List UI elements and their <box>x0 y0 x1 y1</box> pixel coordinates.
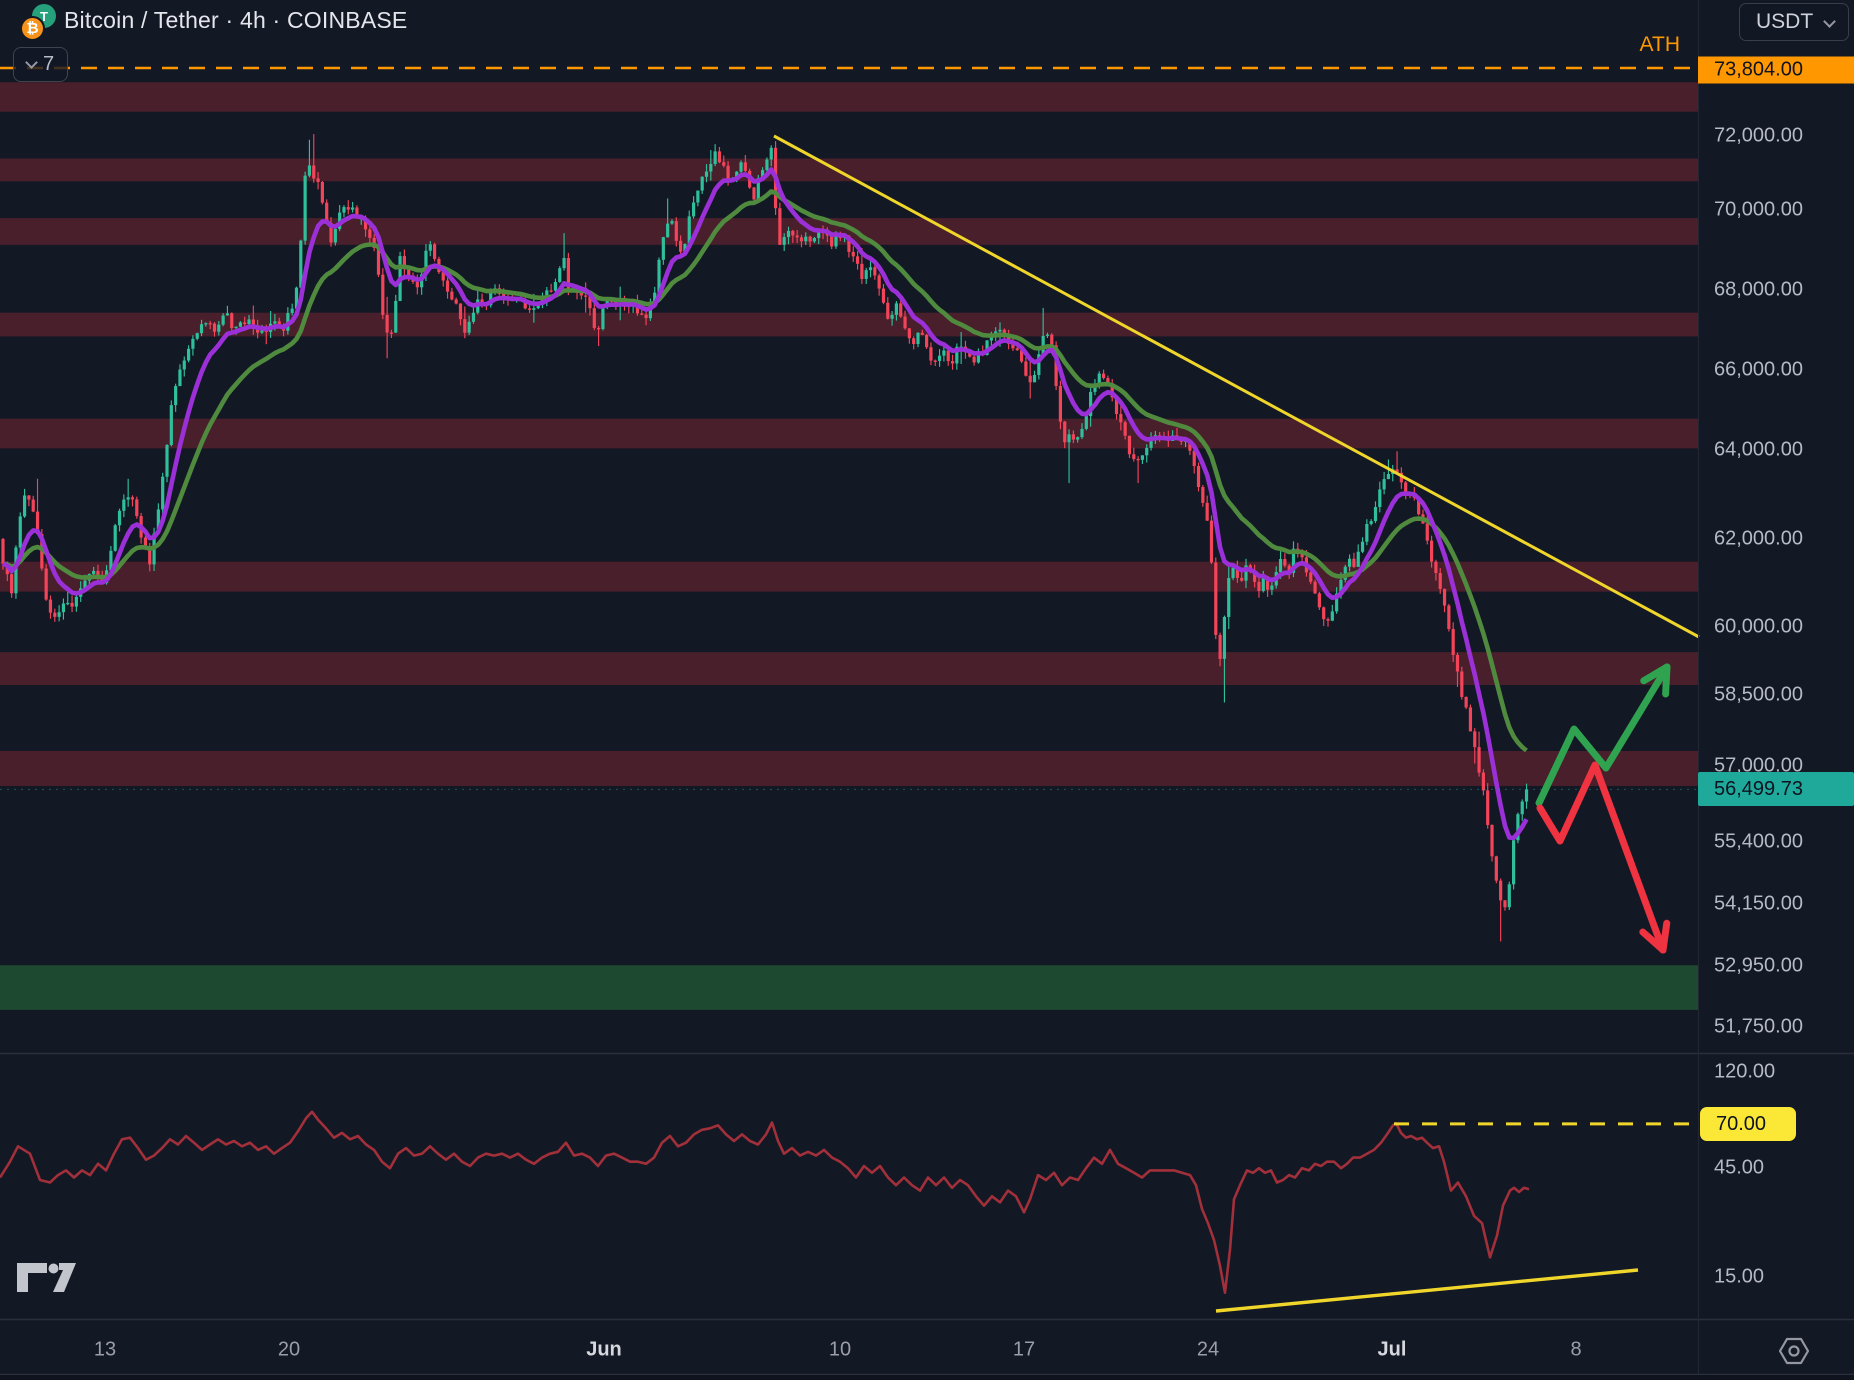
bearish-projection-arrow[interactable] <box>1536 761 1671 954</box>
currency-label: USDT <box>1756 10 1814 33</box>
rsi-overbought-tag: 70.00 <box>1700 1106 1796 1141</box>
ath-label-text: ATH <box>1639 33 1680 56</box>
last-price-tag: 56,499.73 <box>1698 772 1854 807</box>
moving-averages <box>1 167 1529 841</box>
price-axis-label: 64,000.00 <box>1714 438 1803 461</box>
price-axis-label: 57,000.00 <box>1714 754 1803 777</box>
indicator-count: 7 <box>42 53 55 75</box>
rsi-pane <box>0 1110 1639 1313</box>
price-axis-label: 51,750.00 <box>1714 1015 1803 1038</box>
price-axis-label: 70,000.00 <box>1714 198 1803 221</box>
time-axis-label[interactable]: 20 <box>277 1338 301 1361</box>
time-axis-label[interactable]: Jun <box>586 1338 622 1361</box>
ath-price-tag: 73,804.00 <box>1698 56 1854 84</box>
ema-slow-line <box>2 189 1528 753</box>
time-axis-label[interactable]: 13 <box>93 1338 117 1361</box>
tradingview-logo[interactable] <box>17 1263 76 1292</box>
price-axis-label: 66,000.00 <box>1714 358 1803 381</box>
chevron-down-icon <box>25 56 38 69</box>
time-axis-label[interactable]: 24 <box>1196 1338 1220 1361</box>
rsi-axis-label: 120.00 <box>1714 1060 1776 1083</box>
descending-trendline[interactable] <box>773 134 1700 639</box>
candles <box>1 134 1529 942</box>
bitcoin-coin-icon: ₿ <box>20 16 45 41</box>
pair-logo: T ₿ <box>10 2 58 42</box>
rsi-support-trendline[interactable] <box>1215 1268 1639 1313</box>
symbol-title[interactable]: Bitcoin / Tether · 4h · COINBASE <box>64 7 408 33</box>
chevron-down-icon <box>1823 15 1836 28</box>
price-axis-label: 72,000.00 <box>1714 124 1803 147</box>
demand-zone <box>0 965 1698 1010</box>
price-axis-label: 60,000.00 <box>1714 615 1803 638</box>
price-axis-label: 55,400.00 <box>1714 830 1803 853</box>
eye-visibility-icon[interactable] <box>1776 1334 1812 1368</box>
price-axis-label: 62,000.00 <box>1714 527 1803 550</box>
price-axis-label: 68,000.00 <box>1714 278 1803 301</box>
rsi-axis-label: 45.00 <box>1714 1156 1765 1179</box>
price-axis-label: 58,500.00 <box>1714 683 1803 706</box>
time-axis-label[interactable]: Jul <box>1377 1338 1407 1361</box>
collapse-indicators-button[interactable]: 7 <box>13 47 68 82</box>
chart-header: T ₿ Bitcoin / Tether · 4h · COINBASE USD… <box>0 0 1854 44</box>
rsi-line <box>0 1110 1530 1294</box>
ema-fast-line <box>1 167 1529 841</box>
bullish-projection-arrow[interactable] <box>1535 663 1671 807</box>
time-axis-label[interactable]: 8 <box>1570 1338 1582 1361</box>
rsi-axis-label: 15.00 <box>1714 1265 1765 1288</box>
currency-dropdown[interactable]: USDT <box>1739 3 1849 41</box>
time-axis-label[interactable]: 10 <box>828 1338 852 1361</box>
price-axis-label: 52,950.00 <box>1714 954 1803 977</box>
time-axis-label[interactable]: 17 <box>1012 1338 1036 1361</box>
price-axis-label: 54,150.00 <box>1714 892 1803 915</box>
supply-zones <box>0 82 1698 1010</box>
